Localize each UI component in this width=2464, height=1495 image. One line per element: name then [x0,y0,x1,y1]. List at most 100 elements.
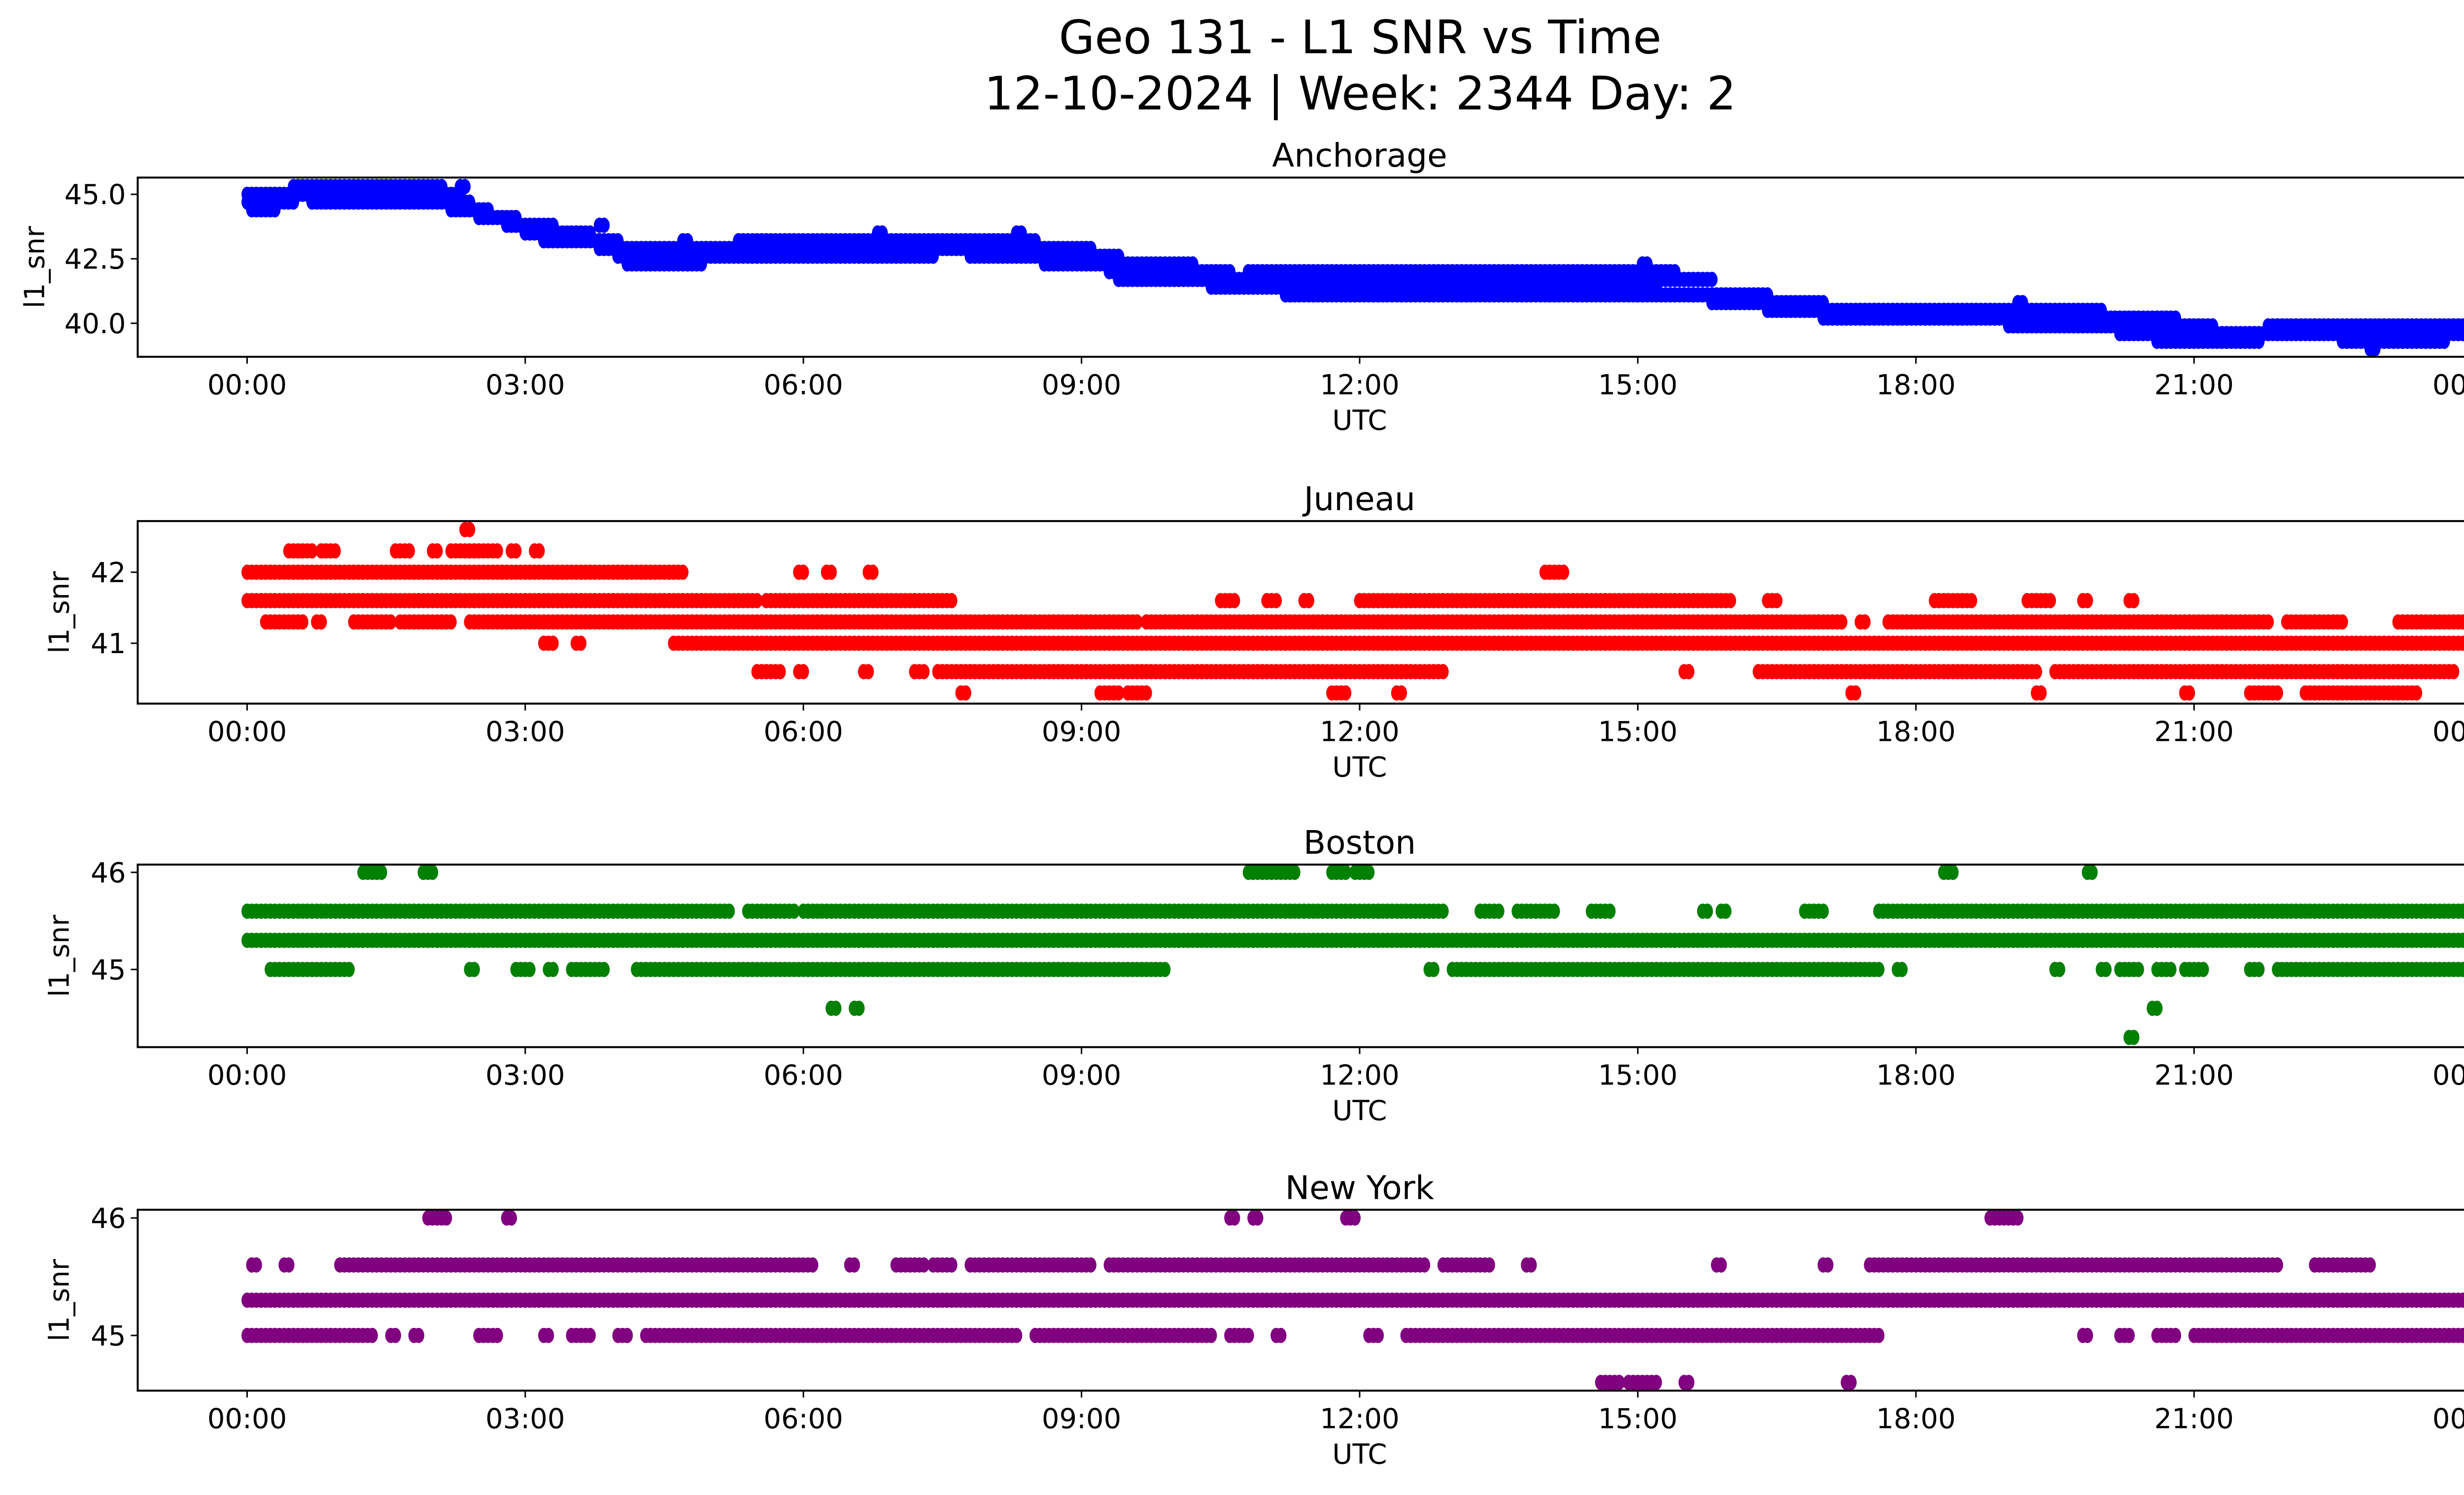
x-tick-label: 21:00 [2155,369,2234,401]
data-point [441,1210,452,1226]
data-point [1159,962,1171,977]
data-point [2448,664,2460,680]
data-point [297,614,308,630]
data-point [1822,1257,1834,1273]
data-point [788,904,800,919]
data-point [2369,341,2381,357]
data-point [1363,865,1375,880]
data-point [533,543,545,559]
data-point [2462,905,2464,917]
data-point [506,1210,517,1226]
data-point [797,664,809,680]
data-point [1702,904,1713,919]
data-point [2170,310,2182,326]
data-point [1428,962,1439,977]
x-tick-label: 00:00 [207,1059,287,1091]
data-point [2262,614,2274,630]
y-tick-label: 41 [91,628,126,660]
x-tick-label: 00:00 [2432,369,2464,401]
data-point [1771,593,1783,609]
data-point [946,1257,958,1273]
data-point [853,1001,865,1016]
data-point [2035,685,2047,701]
data-point [2457,635,2464,651]
data-point [960,685,971,701]
data-point [1270,593,1282,609]
data-point [830,1001,842,1016]
x-tick-label: 00:00 [2432,716,2464,748]
data-point [1340,865,1352,880]
x-tick-label: 18:00 [1876,716,1955,748]
x-tick-label: 00:00 [207,716,287,748]
data-point [464,522,476,537]
data-point [1558,564,1570,580]
data-point [2086,865,2098,880]
data-point [2411,685,2423,701]
data-point [2462,327,2464,340]
data-point [751,593,763,609]
data-point [445,614,457,630]
data-point [1873,962,1885,977]
data-point [2253,962,2265,977]
y-tick-label: 42.5 [65,243,126,276]
data-point [2253,333,2265,349]
data-point [1229,1210,1240,1226]
data-point [2272,685,2283,701]
data-point [436,179,447,195]
figure-title-line2: 12-10-2024 | Week: 2344 Day: 2 [984,67,1736,121]
data-point [1966,593,1978,609]
x-axis-label: UTC [1333,751,1387,783]
data-point [2197,962,2209,977]
x-tick-label: 18:00 [1876,1059,1955,1091]
x-axis-label: UTC [1333,1095,1387,1127]
y-tick-label: 45.0 [65,179,126,211]
data-point [2082,593,2093,609]
data-point [695,256,707,272]
data-point [2457,962,2464,977]
data-point [2336,614,2348,630]
subplot-title: Juneau [1302,480,1415,518]
data-point [427,865,439,880]
data-point [2462,963,2464,975]
data-point [598,217,610,233]
x-tick-label: 00:00 [207,369,287,401]
figure-title-line1: Geo 131 - L1 SNR vs Time [1059,11,1662,65]
data-point [2462,934,2464,946]
y-tick-label: 45 [91,954,126,986]
subplot-title: New York [1285,1169,1435,1207]
subplot-title: Boston [1303,824,1416,862]
data-point [862,664,874,680]
data-point [1850,685,1861,701]
data-point [1289,865,1300,880]
data-point [1604,904,1616,919]
data-point [1131,614,1143,630]
data-point [1548,904,1560,919]
data-point [2132,962,2144,977]
data-point [2053,962,2065,977]
data-point [1085,241,1096,256]
data-point [927,248,939,264]
data-point [2151,1001,2163,1016]
data-point [306,543,318,559]
data-point [329,543,341,559]
data-point [723,904,735,919]
data-point [2462,616,2464,628]
data-point [876,225,888,241]
data-point [946,593,958,609]
data-point [2165,962,2177,977]
data-point [468,962,480,977]
y-tick-label: 40.0 [65,308,126,340]
x-tick-label: 03:00 [485,369,565,401]
data-point [598,962,610,977]
data-point [315,614,327,630]
data-point [404,543,415,559]
data-point [491,543,503,559]
x-tick-label: 15:00 [1598,369,1677,401]
x-tick-label: 09:00 [1042,716,1121,748]
x-tick-label: 03:00 [485,1059,565,1091]
data-point [1303,593,1314,609]
x-tick-label: 15:00 [1598,1059,1677,1091]
